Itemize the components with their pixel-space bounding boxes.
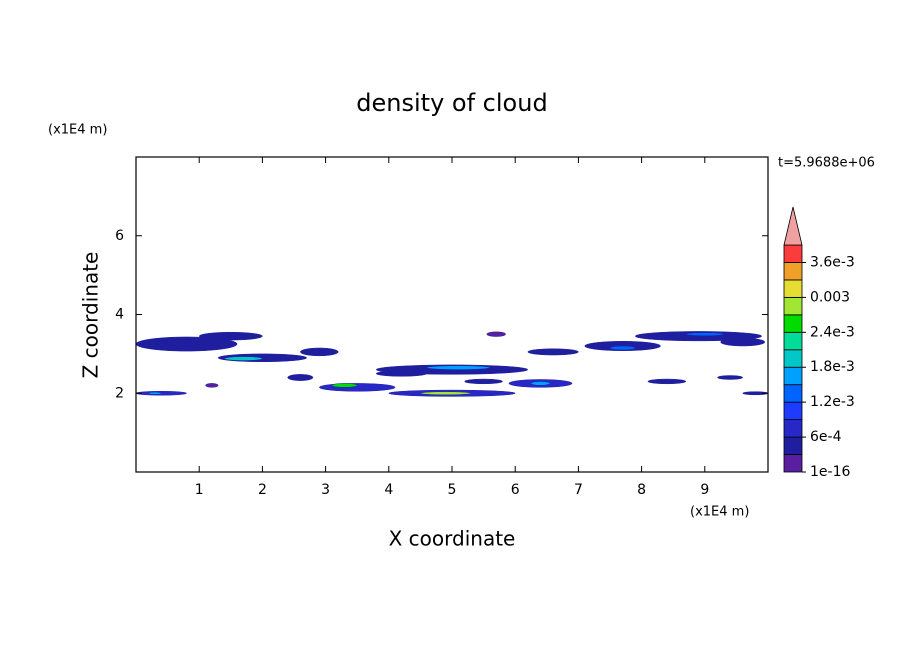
cloud-patch <box>375 370 427 377</box>
time-label: t=5.9688e+06 <box>778 156 875 171</box>
cloud-patch <box>647 378 687 385</box>
cloud-patch <box>717 375 743 380</box>
cloud-patch <box>486 331 506 337</box>
cloud-patch <box>420 391 472 396</box>
x-tick-label: 4 <box>384 482 393 498</box>
colorbar-box <box>783 244 803 263</box>
colorbar-tick-label: 0.003 <box>810 289 850 305</box>
cloud-patch <box>685 332 725 337</box>
cloud-patch <box>426 365 491 370</box>
y-tick-label: 6 <box>115 228 124 244</box>
cloud-patch <box>527 348 579 356</box>
colorbar-box <box>783 262 803 281</box>
cloud-patch <box>609 345 636 351</box>
x-tick-label: 2 <box>258 482 267 498</box>
x-tick-label: 7 <box>574 482 583 498</box>
colorbar-box <box>783 279 803 298</box>
colorbar-box <box>783 454 803 473</box>
x-axis-label: X coordinate <box>389 527 516 551</box>
cloud-patch <box>319 383 396 392</box>
colorbar-box <box>783 314 803 333</box>
colorbar-box <box>783 296 803 316</box>
colorbar-box <box>783 419 803 438</box>
cloud-patch <box>331 383 358 388</box>
cloud-patch <box>530 381 551 386</box>
colorbar-tick-label: 1.2e-3 <box>810 394 855 410</box>
plot-frame <box>135 156 769 473</box>
colorbar-tick-label: 2.4e-3 <box>810 324 855 340</box>
x-tick-label: 6 <box>511 482 520 498</box>
x-unit: (x1E4 m) <box>690 505 749 520</box>
colorbar-box <box>783 436 803 455</box>
x-tick-label: 5 <box>448 482 457 498</box>
colorbar-box <box>783 384 803 403</box>
colorbar-overflow <box>783 206 803 246</box>
cloud-patch <box>300 347 339 357</box>
x-tick-label: 1 <box>195 482 204 498</box>
y-tick-label: 2 <box>115 385 124 401</box>
colorbar-box <box>783 349 803 368</box>
x-tick-label: 9 <box>700 482 709 498</box>
colorbar-box <box>783 366 803 386</box>
cloud-patch <box>464 378 503 385</box>
cloud-patch <box>720 337 766 347</box>
cloud-patch <box>198 331 263 341</box>
colorbar-tick-label: 1.8e-3 <box>810 359 855 375</box>
cloud-patch <box>287 374 314 381</box>
contour-field <box>135 331 769 397</box>
chart-title: density of cloud <box>356 89 547 117</box>
colorbar-tick-label: 6e-4 <box>810 429 842 445</box>
colorbar-box <box>783 401 803 421</box>
x-tick-label: 3 <box>321 482 330 498</box>
y-tick-label: 4 <box>115 307 124 323</box>
colorbar-tick-label: 3.6e-3 <box>810 254 855 270</box>
cloud-patch <box>148 391 162 395</box>
x-tick-label: 8 <box>637 482 646 498</box>
cloud-patch <box>635 331 762 342</box>
colorbar-tick-label: 1e-16 <box>810 464 850 480</box>
cloud-patch <box>205 383 219 388</box>
cloud-patch <box>224 356 263 361</box>
colorbar-box <box>783 331 803 351</box>
y-unit: (x1E4 m) <box>48 123 107 138</box>
y-axis-label: Z coordinate <box>79 252 103 379</box>
